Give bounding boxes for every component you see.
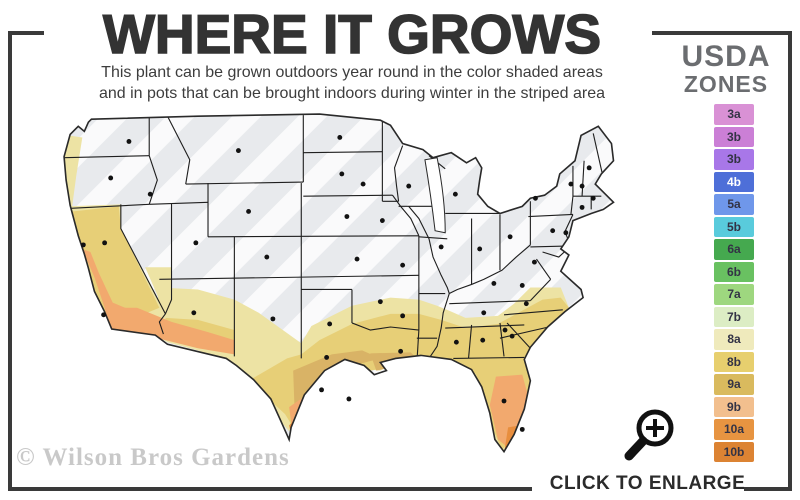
us-zone-map[interactable] bbox=[45, 105, 665, 475]
frame-left bbox=[8, 31, 12, 491]
zone-label: 3b bbox=[726, 129, 741, 144]
zone-swatch: 6b bbox=[714, 261, 754, 282]
state-dots bbox=[80, 135, 596, 432]
frame-bottom-right-segment bbox=[744, 487, 792, 491]
zone-label: 5b bbox=[726, 219, 741, 234]
zone-label: 6a bbox=[727, 242, 741, 257]
zone-swatch: 8a bbox=[714, 329, 754, 350]
zone-swatch: 6a bbox=[714, 239, 754, 260]
zone-swatch: 10b bbox=[714, 441, 754, 462]
zone-label: 4b bbox=[726, 174, 741, 189]
zone-label: 7a bbox=[727, 287, 741, 302]
zone-label: 6b bbox=[726, 264, 741, 279]
zone-label: 3b bbox=[726, 152, 741, 167]
zone-swatch: 3b bbox=[714, 149, 754, 170]
zone-swatch: 3b bbox=[714, 126, 754, 147]
zone-label: 7b bbox=[726, 309, 741, 324]
subtitle-line1: This plant can be grown outdoors year ro… bbox=[101, 64, 603, 81]
zone-label: 10b bbox=[723, 444, 745, 459]
legend-title: USDA ZONES bbox=[660, 42, 792, 97]
legend-title-zones: ZONES bbox=[683, 71, 769, 97]
zone-legend: 3a 3b 3b 4b 5a 5b 6a 6b 7a 7b 8a 8b 9a 9… bbox=[714, 104, 754, 462]
frame-top-right-segment bbox=[652, 31, 792, 35]
subtitle: This plant can be grown outdoors year ro… bbox=[0, 62, 704, 104]
zone-swatch: 7a bbox=[714, 284, 754, 305]
click-to-enlarge[interactable]: CLICK TO ENLARGE bbox=[540, 404, 755, 495]
legend-title-usda: USDA bbox=[681, 40, 771, 73]
zone-label: 5a bbox=[727, 197, 741, 212]
zone-swatch: 9b bbox=[714, 396, 754, 417]
zone-swatch: 9a bbox=[714, 374, 754, 395]
click-to-enlarge-label[interactable]: CLICK TO ENLARGE bbox=[549, 473, 746, 494]
frame-right bbox=[788, 31, 792, 491]
magnifier-zoom-icon[interactable] bbox=[613, 404, 683, 466]
zone-label: 8a bbox=[727, 332, 741, 347]
zone-swatch: 4b bbox=[714, 171, 754, 192]
zone-swatch: 3a bbox=[714, 104, 754, 125]
frame-top-left-segment bbox=[8, 31, 44, 35]
zone-swatch: 10a bbox=[714, 419, 754, 440]
zone-label: 8b bbox=[726, 354, 741, 369]
zone-label: 9a bbox=[727, 377, 741, 392]
zone-swatch: 8b bbox=[714, 351, 754, 372]
subtitle-line2: and in pots that can be brought indoors … bbox=[98, 85, 606, 103]
zone-swatch: 5a bbox=[714, 194, 754, 215]
lake-michigan bbox=[424, 157, 446, 234]
zone-label: 9b bbox=[726, 399, 741, 414]
watermark: © Wilson Bros Gardens bbox=[16, 444, 290, 471]
zone-swatch: 5b bbox=[714, 216, 754, 237]
colored-zone-areas bbox=[64, 135, 582, 452]
zone-label: 3a bbox=[727, 107, 741, 122]
frame-bottom-left-segment bbox=[8, 487, 532, 491]
zone-swatch: 7b bbox=[714, 306, 754, 327]
state-borders bbox=[64, 115, 603, 367]
zone-label: 10a bbox=[723, 422, 745, 437]
page-title: WHERE IT GROWS bbox=[102, 2, 602, 66]
